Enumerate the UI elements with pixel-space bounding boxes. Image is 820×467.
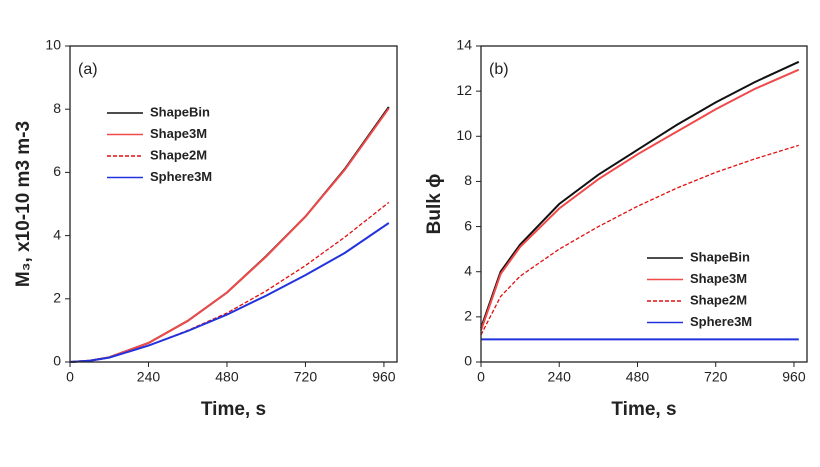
y-tick-label: 0: [464, 353, 472, 369]
legend-label: Shape3M: [690, 271, 747, 286]
y-tick-label: 6: [53, 163, 61, 179]
y-axis-title: Bulk ϕ: [424, 174, 445, 235]
y-tick-label: 14: [456, 37, 472, 53]
legend-label: Shape3M: [150, 126, 207, 141]
legend-label: Shape2M: [150, 147, 207, 162]
annotation: (b): [489, 61, 509, 78]
plot: 0 2 4 6 8 10 0 240 480 720 960 (a) Time, s M₃, x10-10…: [13, 37, 398, 420]
legend-label: ShapeBin: [690, 249, 750, 264]
y-tick-label: 2: [464, 308, 472, 324]
legend-label: Sphere3M: [150, 169, 212, 184]
data-line: [69, 222, 390, 363]
x-tick-label: 480: [215, 369, 239, 385]
x-axis-title: Time, s: [611, 399, 676, 420]
y-tick-label: 8: [53, 100, 61, 116]
x-tick-label: 240: [548, 369, 572, 385]
x-tick-label: 240: [137, 369, 161, 385]
data-line: [480, 60, 800, 329]
x-tick-label: 0: [66, 369, 74, 385]
x-tick-label: 0: [477, 369, 485, 385]
y-tick-label: 10: [456, 127, 472, 143]
y-tick-label: 10: [45, 37, 61, 53]
legend-label: Sphere3M: [690, 314, 752, 329]
y-tick-label: 4: [464, 262, 472, 278]
legend-label: ShapeBin: [150, 104, 210, 119]
y-tick-label: 12: [456, 82, 472, 98]
x-tick-label: 960: [372, 369, 396, 385]
legend-label: Shape2M: [690, 292, 747, 307]
data-line: [69, 106, 390, 363]
plot-frame: [69, 45, 398, 363]
x-tick-label: 480: [626, 369, 650, 385]
y-tick-label: 6: [464, 217, 472, 233]
y-tick-label: 0: [53, 353, 61, 369]
data-line: [480, 144, 799, 336]
x-tick-label: 720: [294, 369, 318, 385]
x-tick-label: 720: [704, 369, 728, 385]
plot-frame: [480, 45, 808, 363]
x-tick-label: 960: [782, 369, 806, 385]
plot: 0 2 4 6 8 10 12 14 0 240 480 720 960 (b) Time, s Bulk ϕ…: [424, 37, 808, 420]
annotation: (a): [78, 61, 98, 78]
data-line: [69, 107, 390, 363]
y-tick-label: 2: [53, 290, 61, 306]
y-tick-label: 8: [464, 172, 472, 188]
data-line: [480, 68, 800, 331]
y-tick-label: 4: [53, 226, 61, 242]
x-axis-title: Time, s: [201, 399, 266, 420]
y-axis-title: M₃, x10-10 m3 m-3: [13, 121, 34, 287]
data-line: [69, 201, 390, 363]
